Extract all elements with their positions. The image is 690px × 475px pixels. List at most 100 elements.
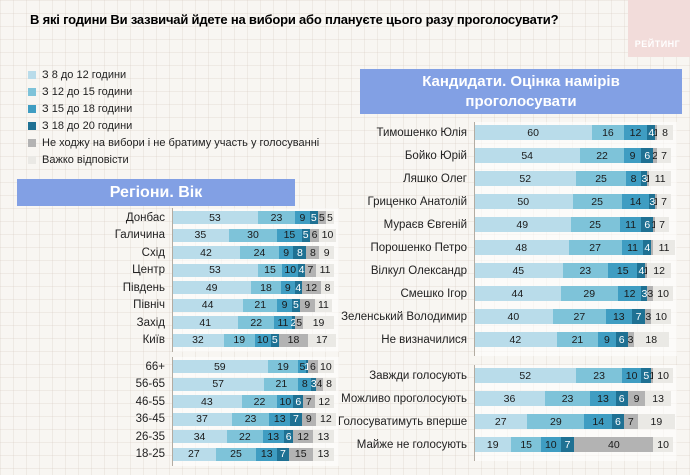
bar-segment: 19 [637, 414, 676, 429]
bar-segment: 7 [560, 437, 575, 452]
bar-segment: 12 [647, 263, 671, 278]
bar-segment: 10 [317, 360, 334, 373]
bar-segment: 40 [574, 437, 654, 452]
habits-chart: Завжди голосують5223105110Можливо прогол… [338, 365, 688, 461]
bar-segment: 11 [619, 217, 642, 232]
bar-segment: 12 [293, 430, 313, 443]
stacked-bar: 591951610 [172, 360, 334, 373]
bar-segment: 23 [576, 368, 622, 383]
bar-segment: 5 [298, 360, 307, 373]
bar-segment: 13 [256, 447, 278, 461]
bar-segment: 23 [562, 263, 608, 278]
bar-segment: 27 [552, 309, 606, 324]
stacked-bar: 34 22 13 6 12 13 [172, 430, 334, 443]
bar-segment: 27 [172, 447, 216, 461]
bar-segment: 18 [251, 281, 281, 294]
chart-row: 36-45 37 23 13 7 9 12 [10, 412, 345, 426]
legend-item: Не ходжу на вибори і не братиму участь у… [28, 134, 319, 151]
bar-segment: 6 [308, 360, 318, 373]
row-label: Завжди голосують [369, 369, 467, 382]
bar-segment: 10 [621, 368, 642, 383]
stacked-bar: 492511617 [474, 217, 669, 232]
bar-segment: 9 [278, 246, 294, 259]
bar-segment: 10 [653, 286, 673, 301]
bar-segment: 1 [643, 263, 649, 278]
chart-row: Можливо проголосують 36 23 13 6 9 13 [338, 391, 688, 406]
bar-segment: 24 [240, 246, 279, 259]
bar-segment: 14 [621, 194, 650, 209]
legend-swatch [28, 70, 36, 79]
bar-segment: 29 [560, 286, 618, 301]
stacked-bar: 27 25 13 7 15 13 [172, 447, 334, 461]
bar-segment: 19 [223, 333, 255, 347]
bar-segment: 35 [172, 228, 229, 242]
bar-segment: 7 [277, 447, 289, 461]
bar-segment: 32 [172, 333, 224, 347]
candidates-chart: Тимошенко Юлія601612418Бойко Юрій5422962… [338, 122, 688, 356]
bar-segment: 21 [556, 332, 599, 347]
bar-segment: 9 [299, 298, 315, 312]
bar-segment: 23 [544, 391, 591, 406]
stacked-bar: 4523154112 [474, 263, 671, 278]
row-label: Тимошенко Юлія [376, 126, 467, 139]
bar-segment [651, 240, 654, 255]
bar-segment: 36 [474, 391, 545, 406]
chart-row: Захід 41 22 11 2 5 19 [10, 316, 345, 329]
bar-segment: 42 [474, 332, 557, 347]
bar-segment: 11 [274, 316, 292, 329]
bar-segment: 11 [649, 171, 671, 186]
bar-segment: 7 [303, 395, 315, 408]
stacked-bar: 44 29 12 3 3 10 [474, 286, 673, 301]
stacked-bar: 41 22 11 2 5 19 [172, 316, 334, 329]
row-label: 26-35 [135, 430, 165, 443]
bar-segment: 54 [474, 148, 581, 163]
chart-row: 56-65 57 21 8 3 4 8 [10, 377, 345, 391]
bar-segment: 11 [621, 240, 644, 255]
bar-segment: 50 [474, 194, 573, 209]
bar-segment: 3 [641, 286, 648, 301]
chart-row: Ляшко Олег 522583111 [338, 171, 688, 186]
stacked-bar: 36 23 13 6 9 13 [474, 391, 671, 406]
row-label: Центр [132, 264, 165, 276]
ages-chart: 66+59195161056-655721834846-554322106712… [10, 357, 345, 466]
row-label: Мураєв Євгеній [383, 218, 467, 231]
row-label: Майже не голосують [356, 438, 467, 451]
bar-segment: 15 [277, 228, 302, 242]
stacked-bar: 43 22 10 6 7 12 [172, 395, 334, 408]
candidates-header: Кандидати. Оцінка намірів проголосувати [360, 69, 682, 114]
row-label: Північ [133, 299, 165, 311]
chart-row: Не визначилися 42 21 9 6 3 18 [338, 332, 688, 347]
bar-segment: 52 [474, 368, 577, 383]
bar-segment: 5 [641, 368, 652, 383]
bar-segment: 6 [615, 332, 628, 347]
bar-segment: 10 [277, 395, 294, 408]
bar-segment: 25 [572, 194, 622, 209]
bar-segment: 4 [647, 125, 656, 140]
stacked-bar: 37 23 13 7 9 12 [172, 412, 336, 426]
bar-segment: 40 [474, 309, 553, 324]
bar-segment: 5 [317, 211, 326, 224]
rating-logo-text: РЕЙТИНГ [634, 39, 681, 49]
bar-segment: 8 [322, 377, 336, 391]
bar-segment: 18 [278, 333, 309, 347]
chart-row: Донбас 53 23 9 5 5 5 [10, 211, 345, 224]
stacked-bar: 502514317 [474, 194, 671, 209]
bar-segment: 42 [172, 246, 241, 259]
chart-row: 46-55 43 22 10 6 7 12 [10, 395, 345, 408]
bar-segment: 23 [257, 211, 296, 224]
bar-segment: 29 [527, 414, 585, 429]
bar-segment: 21 [243, 298, 278, 312]
bar-segment: 4 [637, 263, 646, 278]
bar-segment: 10 [540, 437, 561, 452]
regions-age-header: Регіони. Вік [17, 179, 295, 206]
row-label: Ляшко Олег [403, 172, 467, 185]
bar-segment: 12 [314, 395, 334, 408]
bar-segment: 9 [295, 211, 310, 224]
row-label: Смешко Ігор [400, 287, 467, 300]
legend: З 8 до 12 години З 12 до 15 години З 15 до… [28, 66, 319, 168]
bar-segment: 2 [290, 316, 297, 329]
chart-row: Галичина 35 30 15 5 6 10 [10, 228, 345, 242]
bar-segment: 3 [647, 286, 654, 301]
bar-segment: 53 [172, 263, 258, 277]
